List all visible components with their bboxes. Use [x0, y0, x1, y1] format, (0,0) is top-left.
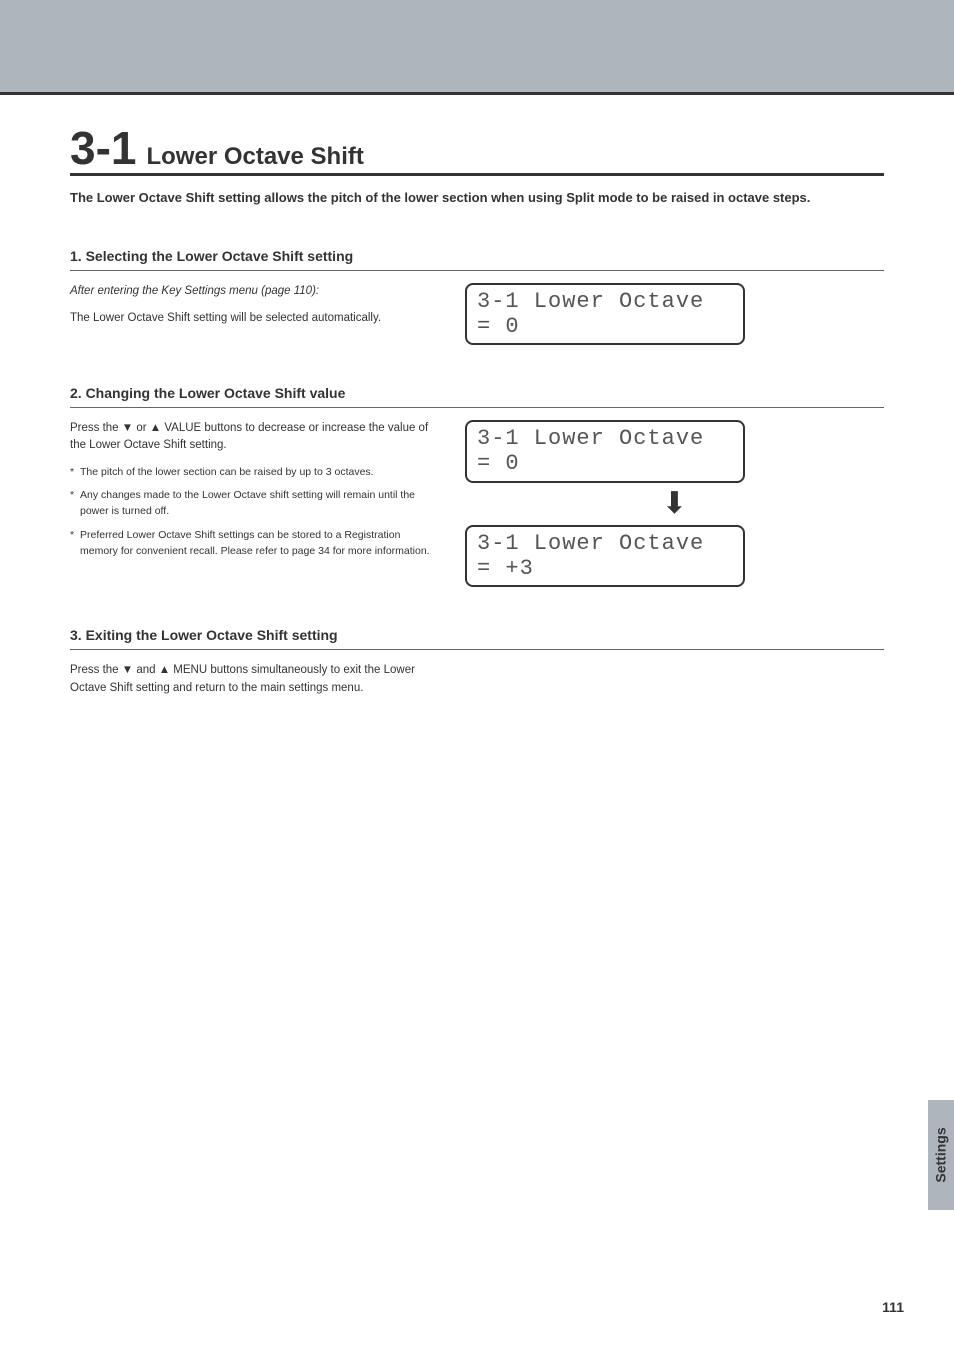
section3-right — [465, 662, 884, 707]
header-band — [0, 0, 954, 95]
section1-left: After entering the Key Settings menu (pa… — [70, 283, 435, 346]
section2-body: Press the ▼ or ▲ VALUE buttons to decrea… — [70, 420, 884, 587]
section2-note3: * Preferred Lower Octave Shift settings … — [70, 528, 435, 560]
page-title-row: 3-1 Lower Octave Shift — [70, 125, 884, 176]
title-number: 3-1 — [70, 125, 136, 171]
page-content: 3-1 Lower Octave Shift The Lower Octave … — [0, 95, 954, 707]
side-tab-label: Settings — [933, 1127, 949, 1182]
section2-note2-text: Any changes made to the Lower Octave shi… — [80, 488, 435, 520]
section1-heading: 1. Selecting the Lower Octave Shift sett… — [70, 248, 884, 271]
section3-heading: 3. Exiting the Lower Octave Shift settin… — [70, 627, 884, 650]
title-text: Lower Octave Shift — [146, 143, 363, 171]
section1-body: After entering the Key Settings menu (pa… — [70, 283, 884, 346]
section2-note1-text: The pitch of the lower section can be ra… — [80, 465, 435, 481]
lcd-display-2a: 3-1 Lower Octave = 0 — [465, 420, 745, 483]
lcd-display-1: 3-1 Lower Octave = 0 — [465, 283, 745, 346]
section2-note1: * The pitch of the lower section can be … — [70, 465, 435, 481]
section1-line2: The Lower Octave Shift setting will be s… — [70, 310, 435, 327]
section2-left: Press the ▼ or ▲ VALUE buttons to decrea… — [70, 420, 435, 587]
section2-right: 3-1 Lower Octave = 0 ⬇ 3-1 Lower Octave … — [465, 420, 884, 587]
section3-line1: Press the ▼ and ▲ MENU buttons simultane… — [70, 662, 435, 697]
section2-line1: Press the ▼ or ▲ VALUE buttons to decrea… — [70, 420, 435, 455]
asterisk-icon: * — [70, 488, 80, 520]
lcd-display-2b: 3-1 Lower Octave = +3 — [465, 525, 745, 588]
side-tab: Settings — [928, 1100, 954, 1210]
section3-body: Press the ▼ and ▲ MENU buttons simultane… — [70, 662, 884, 707]
section1-right: 3-1 Lower Octave = 0 — [465, 283, 884, 346]
asterisk-icon: * — [70, 528, 80, 560]
page-number: 111 — [882, 1299, 904, 1315]
intro-paragraph: The Lower Octave Shift setting allows th… — [70, 188, 884, 208]
section1-line1: After entering the Key Settings menu (pa… — [70, 283, 435, 300]
section2-note3-text: Preferred Lower Octave Shift settings ca… — [80, 528, 435, 560]
section2-heading: 2. Changing the Lower Octave Shift value — [70, 385, 884, 408]
asterisk-icon: * — [70, 465, 80, 481]
section3-left: Press the ▼ and ▲ MENU buttons simultane… — [70, 662, 435, 707]
section2-note2: * Any changes made to the Lower Octave s… — [70, 488, 435, 520]
arrow-down-icon: ⬇ — [662, 489, 687, 519]
